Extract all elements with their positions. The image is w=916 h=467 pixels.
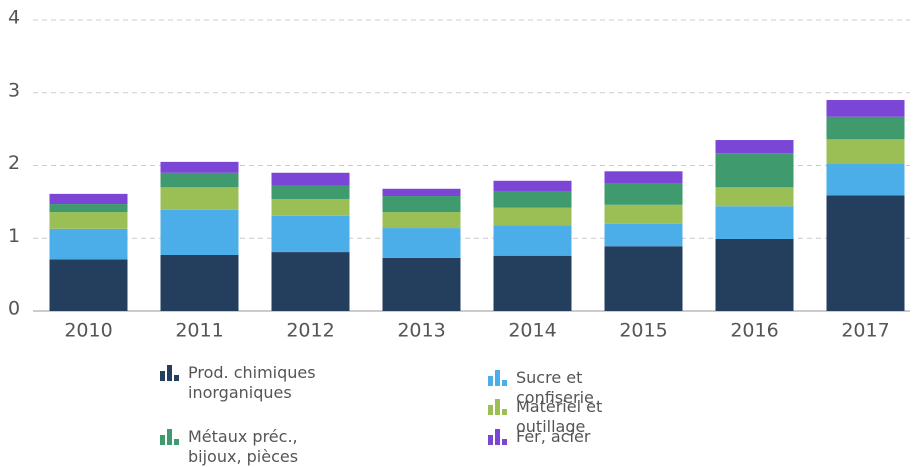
legend-icon-bar bbox=[174, 439, 179, 445]
bar-segment bbox=[715, 206, 794, 239]
bar-segment bbox=[826, 100, 905, 117]
legend-icon-bar bbox=[495, 399, 500, 415]
legend-icon-bar bbox=[488, 376, 493, 386]
bar-segment bbox=[715, 153, 794, 188]
y-tick-label: 4 bbox=[8, 7, 20, 29]
chart: 0 1 2 3 4 2010 2011 2012 2013 2014 2015 2016 2017 bbox=[8, 7, 910, 342]
x-tick-label: 2013 bbox=[397, 320, 445, 342]
legend-icon-bar bbox=[160, 371, 165, 381]
bar-segment bbox=[49, 204, 128, 213]
y-tick-label: 1 bbox=[8, 225, 20, 247]
y-tick-label: 2 bbox=[8, 152, 20, 174]
legend-item: Fer, acier bbox=[488, 427, 663, 447]
bar-segment bbox=[715, 238, 794, 311]
bar-segment bbox=[826, 195, 905, 311]
legend-icon-bar bbox=[495, 370, 500, 386]
legend-icon bbox=[160, 365, 179, 381]
bar-segment bbox=[160, 161, 239, 173]
legend-label: Sucre et confiserie bbox=[516, 368, 594, 407]
bar-segment bbox=[382, 212, 461, 229]
x-tick-label: 2016 bbox=[730, 320, 778, 342]
bar-segment bbox=[604, 183, 683, 205]
legend-icon bbox=[488, 429, 507, 445]
bar-segment bbox=[160, 254, 239, 311]
page: 0 1 2 3 4 2010 2011 2012 2013 2014 2015 2016 2017 Pr… bbox=[8, 6, 910, 466]
bar-segment bbox=[271, 185, 350, 199]
legend-icon-bar bbox=[502, 380, 507, 386]
legend-icon-bar bbox=[488, 405, 493, 415]
legend-icon bbox=[488, 399, 507, 415]
legend-icon-bar bbox=[160, 435, 165, 445]
legend-icon-bar bbox=[167, 429, 172, 445]
bar-segment bbox=[160, 187, 239, 210]
y-tick-label: 0 bbox=[8, 298, 20, 320]
bar-segment bbox=[604, 223, 683, 247]
bar-segment bbox=[49, 212, 128, 229]
bar-segment bbox=[826, 116, 905, 140]
bar-segment bbox=[382, 196, 461, 213]
bar-segment bbox=[493, 225, 572, 256]
legend-icon-bar bbox=[488, 435, 493, 445]
bar-segment bbox=[604, 204, 683, 224]
legend-icon-bar bbox=[174, 375, 179, 381]
bar-segment bbox=[493, 255, 572, 311]
bar-segment bbox=[271, 198, 350, 216]
bar-segment bbox=[49, 228, 128, 260]
legend-icon-bar bbox=[502, 439, 507, 445]
legend-icon-bar bbox=[167, 365, 172, 381]
bar-segment bbox=[493, 191, 572, 208]
x-tick-label: 2017 bbox=[841, 320, 889, 342]
bar-segment bbox=[715, 140, 794, 154]
bar-segment bbox=[160, 209, 239, 255]
bar-segment bbox=[382, 228, 461, 258]
bar-segment bbox=[826, 139, 905, 164]
x-tick-label: 2010 bbox=[64, 320, 112, 342]
legend-label: Prod. chimiques inorganiques bbox=[188, 363, 316, 402]
legend-item: Prod. chimiques inorganiques bbox=[160, 363, 335, 403]
bar-segment bbox=[604, 171, 683, 184]
legend-icon-bar bbox=[495, 429, 500, 445]
bar-segment bbox=[493, 207, 572, 226]
x-tick-label: 2014 bbox=[508, 320, 556, 342]
x-tick-label: 2012 bbox=[286, 320, 334, 342]
legend-label: Matériel et outillage bbox=[516, 397, 603, 436]
bar-segment bbox=[382, 257, 461, 311]
bar-segment bbox=[826, 163, 905, 196]
bar-segment bbox=[49, 259, 128, 311]
legend-item: Sucre et confiserie bbox=[488, 368, 663, 408]
bar-segment bbox=[382, 188, 461, 197]
legend-item: Matériel et outillage bbox=[488, 397, 663, 437]
legend-icon-bar bbox=[502, 409, 507, 415]
bar-segment bbox=[715, 187, 794, 207]
x-tick-label: 2015 bbox=[619, 320, 667, 342]
bar-segment bbox=[271, 215, 350, 253]
bar-segment bbox=[271, 172, 350, 186]
legend-label: Métaux préc., bijoux, pièces bbox=[188, 427, 299, 466]
bar-segment bbox=[271, 252, 350, 311]
bar-segment bbox=[604, 246, 683, 311]
x-tick-label: 2011 bbox=[175, 320, 223, 342]
bar-segment bbox=[160, 172, 239, 188]
y-tick-label: 3 bbox=[8, 79, 20, 101]
bar-segment bbox=[493, 180, 572, 192]
legend-label: Fer, acier bbox=[516, 427, 591, 446]
legend-icon bbox=[160, 429, 179, 445]
legend-icon bbox=[488, 370, 507, 386]
bar-segment bbox=[49, 193, 128, 205]
legend-item: Métaux préc., bijoux, pièces bbox=[160, 427, 335, 467]
